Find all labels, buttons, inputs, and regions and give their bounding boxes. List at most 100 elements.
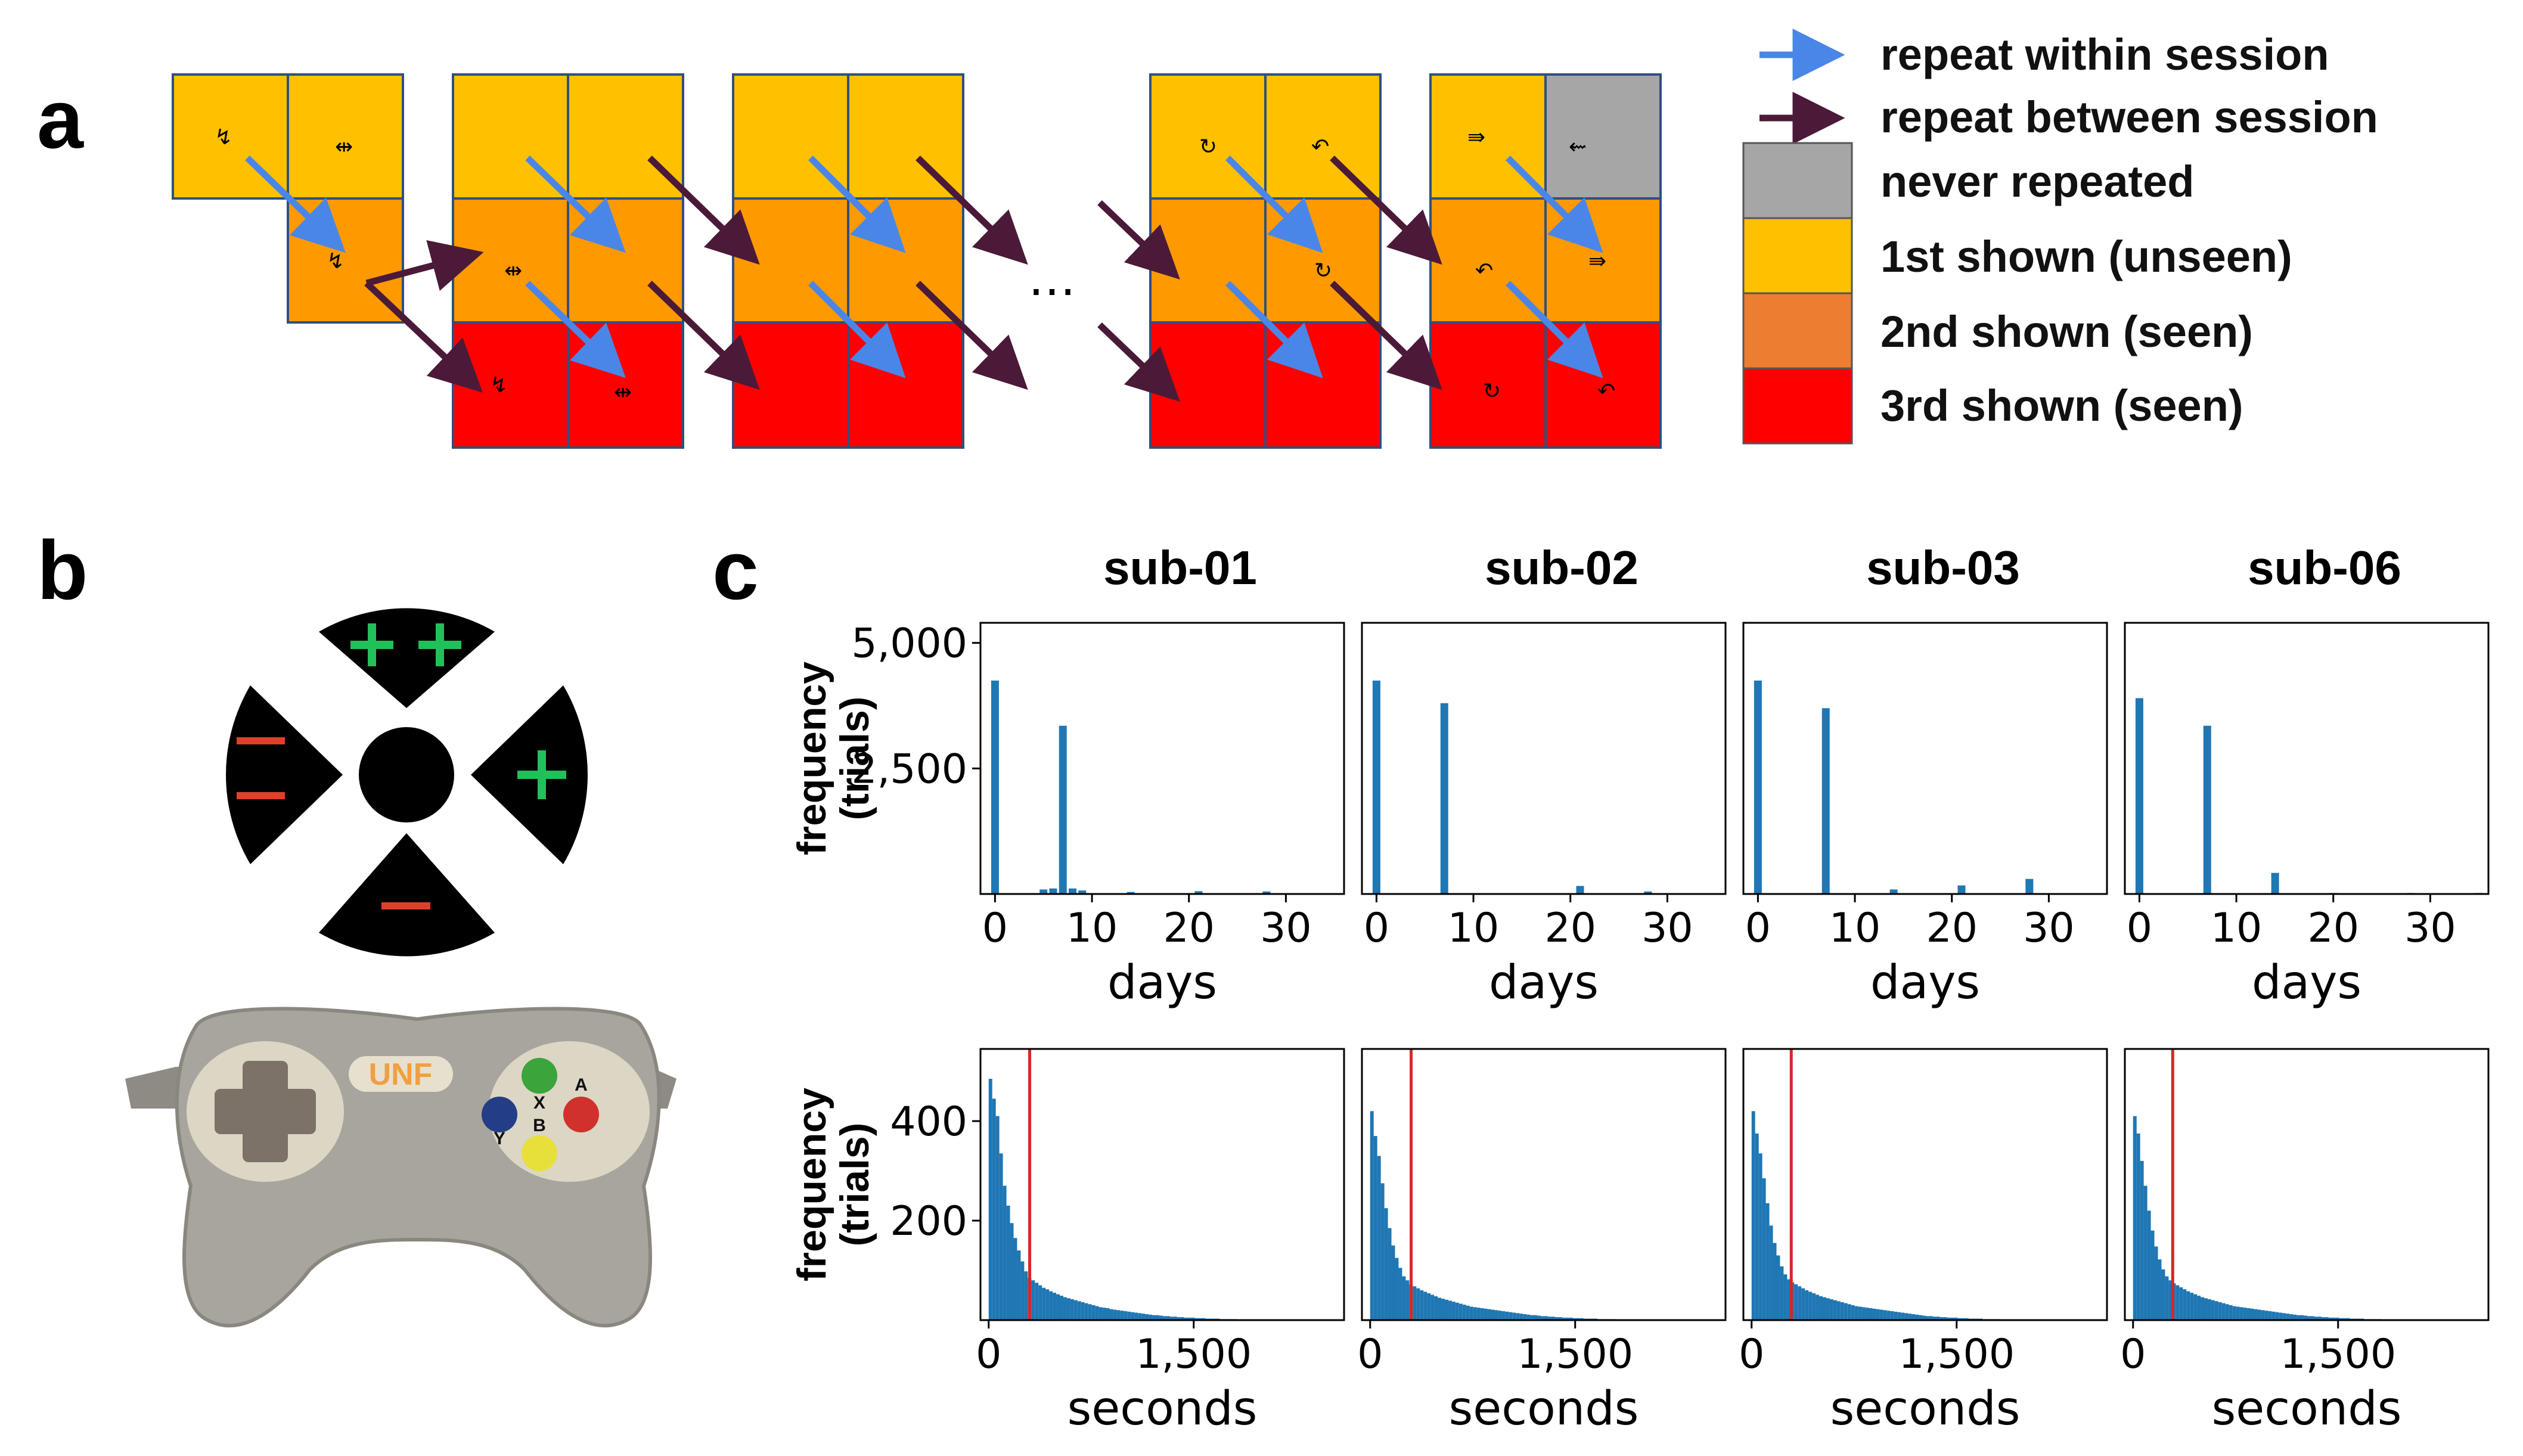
histogram-bar [1116, 1310, 1121, 1320]
histogram-bar [1384, 1208, 1388, 1320]
x-tick-label: 1,500 [1135, 1331, 1252, 1378]
histogram-bar [1498, 1311, 1502, 1320]
stimulus-glyph: ⇛ [1467, 125, 1485, 150]
histogram-bar [1476, 1308, 1481, 1320]
histogram-2: 0 10 20 30 days sub-02 [1361, 541, 1727, 1010]
histogram-bar [1198, 1318, 1202, 1320]
histogram-bar [1098, 1307, 1103, 1320]
histogram-bar [1042, 1287, 1046, 1320]
histogram-bar [1505, 1311, 1509, 1320]
histogram-bar [2179, 1287, 2183, 1320]
histogram-bar [1441, 1299, 1445, 1320]
histogram-bar [2243, 1308, 2247, 1320]
histogram-bar [2325, 1317, 2329, 1320]
histogram-bar [1180, 1317, 1184, 1320]
histogram-bar [1405, 1280, 1410, 1320]
histogram-bar [2342, 1318, 2347, 1320]
histogram-bar [1816, 1294, 1820, 1320]
y-tick-label: 200 [890, 1198, 967, 1245]
histogram-bar [2158, 1259, 2162, 1320]
histogram-bar [2271, 1311, 2276, 1320]
histogram-bar [1836, 1301, 1841, 1320]
histogram-bar [1918, 1315, 1922, 1320]
histogram-bar [2183, 1289, 2187, 1320]
histogram-bar [2339, 1318, 2343, 1320]
x-tick-label: 30 [1641, 905, 1693, 952]
histogram-bar [1829, 1299, 1833, 1320]
histogram-bar [1840, 1302, 1844, 1320]
histogram-bar [2297, 1315, 2300, 1320]
x-tick-label: 0 [1357, 1331, 1383, 1378]
stimulus-glyph: ⇹ [614, 380, 632, 405]
x-tick-label: 0 [1739, 1331, 1764, 1378]
histogram-bar [2168, 1280, 2173, 1320]
legend-between-label: repeat between session [1880, 92, 2378, 142]
axes-frame [2124, 622, 2490, 895]
histogram-bar [2201, 1297, 2205, 1320]
histogram-bar [1516, 1313, 1520, 1320]
x-tick-label: 1,500 [1517, 1331, 1633, 1378]
histogram-bar [1801, 1288, 1805, 1320]
histogram-bar [1060, 1296, 1063, 1320]
histogram-bar [1035, 1283, 1039, 1320]
histogram-bar [1569, 1317, 1573, 1320]
ellipsis: … [1028, 251, 1076, 306]
histogram-bar [1398, 1268, 1402, 1320]
histogram-bar [1554, 1317, 1559, 1320]
chart-title: sub-06 [2248, 541, 2401, 594]
histogram-bar [2197, 1296, 2201, 1320]
histogram-bar [1113, 1309, 1117, 1320]
between-session-arrow [365, 240, 484, 291]
within-session-arrow [1506, 156, 1603, 253]
stimulus-glyph: ⇜ [1569, 135, 1587, 159]
histogram-bar [1053, 1293, 1057, 1320]
histogram-bar [1006, 1205, 1010, 1320]
between-session-arrow [916, 156, 1028, 265]
x-tick-label: 20 [1163, 905, 1215, 952]
histogram-bar [1455, 1302, 1459, 1320]
y-axis-label-line: (trials) [832, 697, 877, 821]
histogram-bar [1370, 1111, 1374, 1320]
stimulus-glyph: ↻ [1483, 379, 1501, 403]
within-session-arrow [245, 156, 346, 253]
histogram-bar [1762, 1178, 1766, 1320]
histogram-bar [1126, 892, 1135, 894]
x-tick-label: 1,500 [1898, 1331, 2015, 1378]
between-session-arrow [647, 281, 760, 390]
legend-second-label: 2nd shown (seen) [1880, 307, 2253, 356]
histogram-bar [1152, 1315, 1156, 1320]
histogram-bar [1078, 890, 1087, 894]
histogram-bar [2140, 1160, 2144, 1320]
histogram-bar [1056, 1294, 1060, 1320]
histogram-bar [1754, 680, 1762, 894]
histogram-bar [1765, 1203, 1770, 1320]
histogram-bar [995, 1116, 1000, 1320]
between-session-arrow [1330, 281, 1442, 390]
panel-label-a: a [37, 72, 84, 166]
legend-never-label: never repeated [1880, 157, 2195, 206]
histogram-bar [1915, 1314, 1919, 1320]
histogram-bar [1466, 1305, 1470, 1320]
histogram-bar [2271, 873, 2279, 894]
histogram-bar [1901, 1312, 1905, 1320]
gamepad-dpad-horizontal [215, 1089, 316, 1134]
histogram-bar [2303, 1315, 2307, 1320]
legend-second-swatch [1742, 292, 1853, 370]
histogram-bar [2293, 1314, 2297, 1320]
histogram-bar [2150, 1230, 2155, 1320]
gamepad-illustration: UNF X B A Y [125, 1007, 676, 1328]
histogram-bar [1644, 891, 1652, 894]
response-dpad-diagram [226, 608, 588, 957]
histogram-bar [1565, 1317, 1569, 1320]
x-tick-label: 20 [1544, 905, 1596, 952]
histogram-bar [2254, 1309, 2258, 1320]
histogram-bar [2286, 1314, 2290, 1320]
between-session-arrow [647, 156, 760, 265]
histogram-bar [1821, 708, 1830, 894]
histogram-bar [1070, 1299, 1074, 1320]
histogram-bar [1776, 1255, 1780, 1320]
dpad-down-wedge [319, 833, 495, 957]
histogram-bar [1823, 1297, 1826, 1320]
histogram-bar [2154, 1246, 2158, 1320]
histogram-bar [1451, 1302, 1456, 1320]
